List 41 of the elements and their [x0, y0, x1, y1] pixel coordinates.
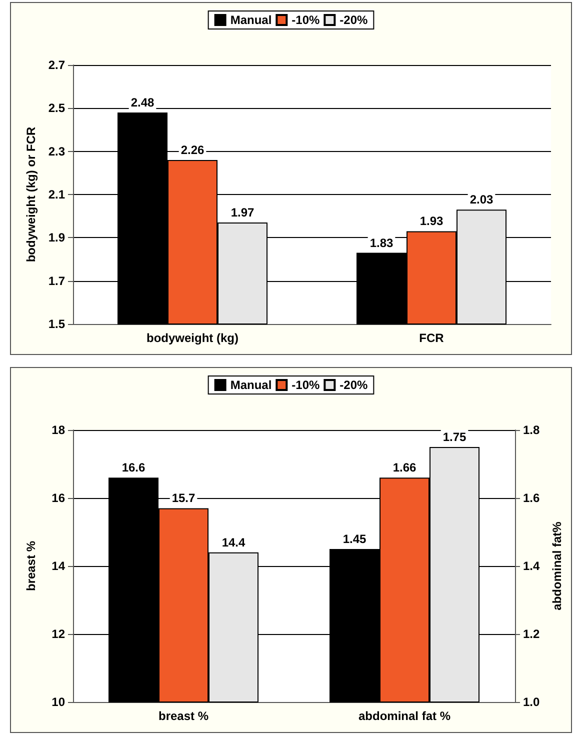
data-label: 16.6	[122, 460, 146, 475]
data-label: 2.26	[180, 142, 204, 157]
legend-label: -10%	[292, 13, 320, 27]
y-tick-label: 18	[52, 423, 66, 437]
y2-tick-label: 1.0	[523, 695, 540, 709]
y2-tick-label: 1.8	[523, 423, 540, 437]
y-axis-title: breast %	[24, 540, 38, 592]
legend-label: Manual	[230, 378, 272, 392]
y-tick-label: 2.3	[48, 144, 66, 158]
y2-tick-label: 1.2	[523, 627, 540, 641]
y-tick-label: 2.5	[48, 101, 66, 116]
data-label: 1.66	[392, 460, 416, 475]
y-tick-label: 14	[52, 559, 66, 573]
data-label: 2.48	[130, 95, 154, 110]
y2-axis-title: abdominal fat%	[550, 521, 564, 610]
y-tick-label: 2.1	[48, 188, 66, 202]
y-axis-title: bodyweight (kg) or FCR	[24, 126, 38, 262]
legend-label: -20%	[340, 13, 368, 27]
y-tick-label: 1.7	[48, 274, 66, 288]
x-tick-label: bodyweight (kg)	[146, 331, 238, 345]
y-tick-label: 1.5	[48, 317, 66, 331]
legend-label: -20%	[340, 378, 368, 392]
data-label: 1.75	[442, 430, 466, 444]
y-tick-label: 10	[52, 695, 66, 709]
data-label: 15.7	[172, 491, 196, 506]
y-tick-label: 12	[52, 627, 66, 641]
data-label: 1.83	[370, 236, 394, 250]
y2-tick-label: 1.6	[523, 491, 540, 505]
x-tick-label: abdominal fat %	[358, 709, 451, 723]
data-label: 2.03	[470, 192, 494, 207]
data-label: 14.4	[222, 535, 246, 550]
x-tick-label: FCR	[419, 331, 444, 345]
data-label: 1.97	[230, 206, 254, 220]
y2-tick-label: 1.4	[523, 559, 540, 573]
y-tick-label: 1.9	[48, 230, 66, 245]
y-tick-label: 2.7	[48, 58, 66, 72]
data-label: 1.93	[420, 214, 444, 228]
data-label: 1.45	[342, 532, 366, 546]
legend-label: Manual	[230, 13, 272, 27]
legend-label: -10%	[292, 378, 320, 392]
y-tick-label: 16	[52, 491, 66, 505]
